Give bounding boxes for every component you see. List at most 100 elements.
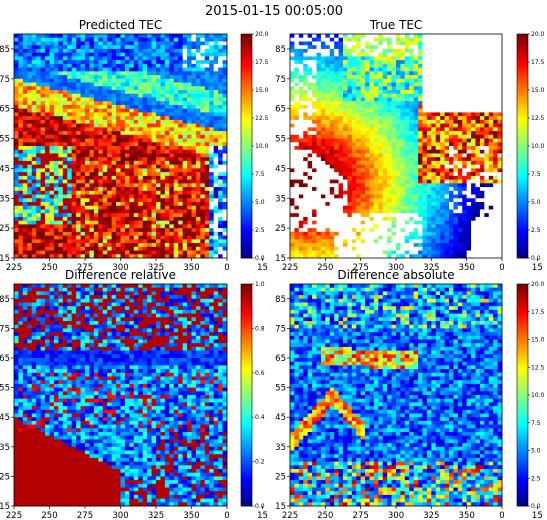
y-tick-label: 15	[0, 254, 10, 264]
y-tick-label: 55	[0, 135, 10, 145]
x-tick-label: 300	[388, 263, 404, 273]
x-tick-label: 350	[459, 511, 475, 520]
colorbar-tick-label: 0.8	[255, 325, 265, 332]
x-tick-label: 275	[77, 511, 93, 520]
colorbar-tick-label: 1.0	[255, 281, 265, 288]
y-tick-label: 15	[0, 502, 10, 512]
y-tick-label: 35	[275, 443, 286, 453]
colorbar-tick-label: 0.0	[255, 503, 265, 510]
x-tick-label: 225	[6, 511, 22, 520]
x-tick-label: 275	[353, 263, 369, 273]
x-tick-label: 275	[353, 511, 369, 520]
x-tick-label: 275	[77, 263, 93, 273]
figure-suptitle: 2015-01-15 00:05:00	[205, 4, 343, 19]
y-tick-label: 55	[0, 384, 10, 394]
x-tick-label: 325	[423, 263, 439, 273]
panel-true: True TEC 225 250 275 300 325 350 0 15 15 25 35 45 55 6…	[275, 18, 544, 273]
x-tick-label: 0	[499, 511, 504, 520]
y-tick-label: 35	[275, 194, 286, 204]
colorbar-tick-label: 5.0	[531, 448, 541, 455]
x-tick-label: 250	[41, 511, 57, 520]
colorbar-tick-label: 15.0	[531, 87, 545, 94]
colorbar-tick-label: 0.6	[255, 370, 265, 377]
x-tick-label: 0	[224, 511, 229, 520]
x-tick-label: 0	[499, 263, 504, 273]
x-tick-label: 300	[112, 263, 128, 273]
y-tick-label: 75	[275, 324, 286, 334]
colorbar: 0.0 2.5 5.0 7.5 10.0 12.5 15.0 17.5 20.0	[240, 31, 269, 262]
y-tick-label: 35	[0, 443, 10, 453]
y-tick-label: 85	[0, 295, 10, 305]
x-tick-label: 325	[148, 263, 164, 273]
heatmap-absolute	[290, 284, 503, 507]
panel-title: Difference relative	[65, 268, 176, 282]
colorbar-tick-label: 10.0	[531, 392, 545, 399]
y-tick-label: 25	[275, 224, 286, 234]
y-tick-label: 25	[0, 472, 10, 482]
colorbar-tick-label: 15.0	[531, 337, 545, 344]
y-tick-label: 65	[0, 354, 10, 364]
y-tick-label: 85	[275, 45, 286, 55]
y-tick-label: 75	[0, 75, 10, 85]
y-tick-label: 15	[275, 502, 286, 512]
colorbar-tick-label: 7.5	[255, 171, 265, 178]
x-tick-label: 15	[257, 263, 268, 273]
y-tick-label: 75	[0, 324, 10, 334]
y-tick-label: 45	[0, 413, 10, 423]
y-tick-label: 55	[275, 135, 286, 145]
y-tick-label: 65	[0, 105, 10, 115]
x-tick-label: 15	[257, 511, 268, 520]
colorbar-tick-label: 7.5	[531, 171, 541, 178]
colorbar-tick-label: 0.4	[255, 414, 265, 421]
x-tick-label: 350	[459, 263, 475, 273]
x-tick-label: 350	[183, 263, 199, 273]
colorbar-tick-label: 12.5	[531, 364, 545, 371]
panel-predicted: Predicted TEC 225 250 275 300 325 350 0 15 15 25 35…	[0, 18, 269, 273]
x-tick-label: 250	[41, 263, 57, 273]
colorbar-tick-label: 17.5	[531, 59, 545, 66]
y-tick-label: 45	[275, 164, 286, 174]
colorbar-tick-label: 20.0	[531, 281, 545, 288]
panel-relative: Difference relative 225 250 275 300 325 350 0 15…	[0, 268, 268, 520]
y-tick-label: 35	[0, 194, 10, 204]
colorbar-tick-label: 7.5	[531, 420, 541, 427]
colorbar-tick-label: 12.5	[531, 115, 545, 122]
colorbar-tick-label: 0.0	[531, 255, 541, 262]
colorbar: 0.0 2.5 5.0 7.5 10.0 12.5 15.0 17.5 20.0	[516, 281, 545, 510]
x-tick-label: 300	[112, 511, 128, 520]
x-tick-label: 15	[532, 511, 543, 520]
x-tick-label: 325	[148, 511, 164, 520]
panel-absolute: Difference absolute 225 250 275 300 325 350 0 15…	[275, 268, 544, 520]
x-tick-label: 325	[423, 511, 439, 520]
y-tick-label: 25	[275, 472, 286, 482]
colorbar-tick-label: 17.5	[531, 309, 545, 316]
colorbar-tick-label: 2.5	[531, 227, 541, 234]
y-tick-label: 25	[0, 224, 10, 234]
colorbar-tick-label: 10.0	[255, 143, 269, 150]
panel-title: Difference absolute	[337, 268, 454, 282]
colorbar-tick-label: 17.5	[255, 59, 269, 66]
y-tick-label: 65	[275, 354, 286, 364]
colorbar-tick-label: 2.5	[255, 227, 265, 234]
y-tick-label: 55	[275, 384, 286, 394]
heatmap-predicted	[14, 34, 228, 259]
colorbar-tick-label: 10.0	[531, 143, 545, 150]
y-tick-label: 85	[0, 45, 10, 55]
y-tick-label: 65	[275, 105, 286, 115]
y-tick-label: 75	[275, 75, 286, 85]
x-tick-label: 250	[317, 263, 333, 273]
panel-title: Predicted TEC	[79, 18, 162, 32]
colorbar-tick-label: 12.5	[255, 115, 269, 122]
colorbar: 0.0 2.5 5.0 7.5 10.0 12.5 15.0 17.5 20.0	[516, 31, 545, 262]
y-tick-label: 15	[275, 254, 286, 264]
colorbar-tick-label: 15.0	[255, 87, 269, 94]
colorbar-tick-label: 0.0	[531, 503, 541, 510]
x-tick-label: 350	[183, 511, 199, 520]
x-tick-label: 0	[224, 263, 229, 273]
colorbar-tick-label: 0.0	[255, 255, 265, 262]
y-tick-label: 45	[275, 413, 286, 423]
x-tick-label: 225	[282, 511, 298, 520]
x-tick-label: 15	[532, 263, 543, 273]
y-tick-label: 85	[275, 295, 286, 305]
